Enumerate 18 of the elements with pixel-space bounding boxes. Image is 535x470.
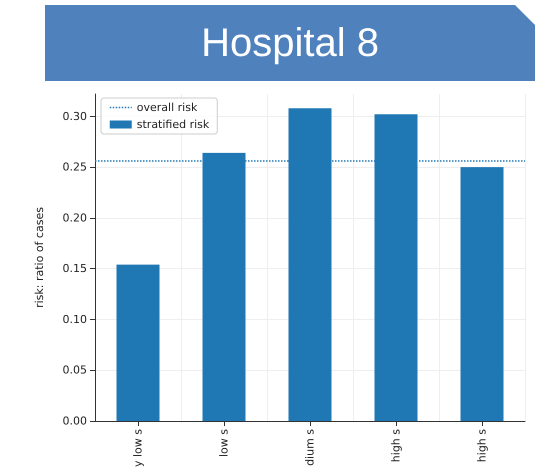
bar [116, 264, 160, 421]
x-tick-label: low s [218, 428, 230, 457]
y-axis-title: risk: ratio of cases [33, 206, 46, 308]
chart-title: Hospital 8 [45, 5, 535, 81]
x-tick-label: dium s [304, 428, 316, 466]
legend-label: stratified risk [136, 118, 210, 131]
x-tick-label: y low s [132, 428, 144, 468]
y-tick-label: 0.25 [62, 160, 87, 174]
y-tick-label: 0.00 [62, 414, 87, 428]
y-tick-label: 0.10 [62, 312, 87, 326]
y-tick-label: 0.20 [62, 211, 87, 224]
x-tick-label: high s [390, 428, 402, 462]
y-tick-label: 0.15 [62, 262, 87, 276]
y-tick-label: 0.05 [62, 364, 87, 377]
y-tick-label: 0.30 [62, 110, 87, 123]
legend-label: overall risk [136, 101, 198, 114]
bar [460, 167, 504, 421]
x-tick-label: high s [476, 428, 488, 462]
